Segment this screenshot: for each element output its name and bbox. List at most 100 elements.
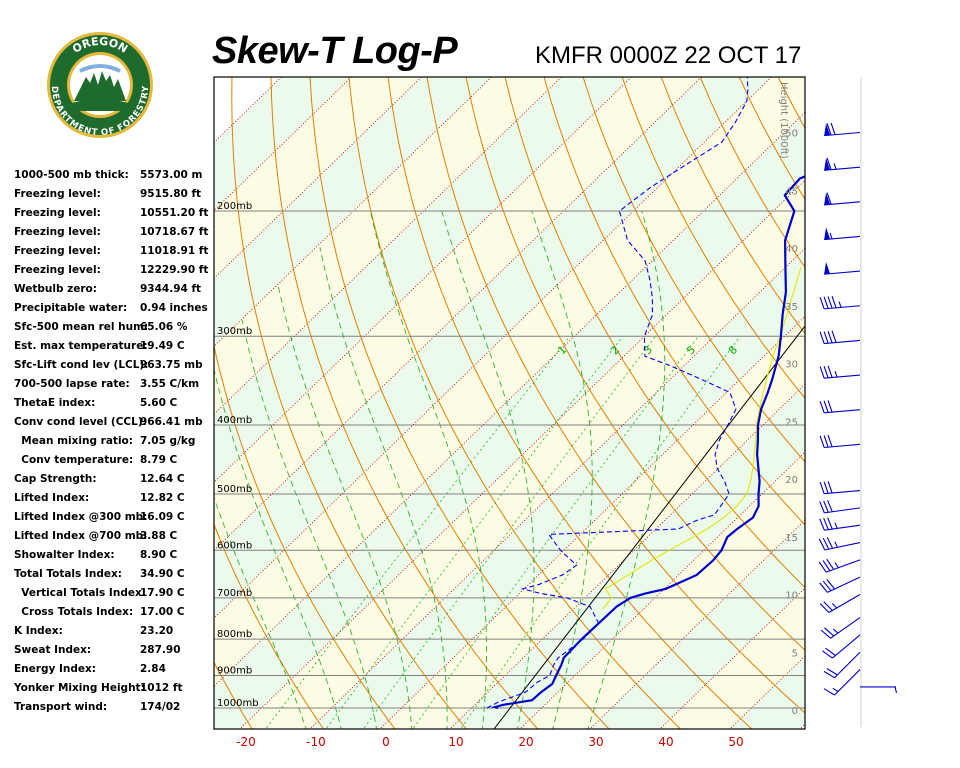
oregon-forestry-logo: OREGON DEPARTMENT OF FORESTRY [47, 32, 153, 138]
wind-barb-half-flag [834, 541, 838, 548]
wind-barb-flag [830, 122, 836, 135]
wind-barb [819, 295, 861, 310]
height-tick-label: 20 [785, 475, 798, 486]
wind-barb-half-flag [829, 232, 833, 240]
index-value: 963.75 mb [140, 359, 203, 371]
dry-adiabat [543, 77, 805, 526]
index-label: Yonker Mixing Height: [14, 682, 145, 694]
wind-barb-half-flag [834, 562, 839, 569]
wind-barb-flag [827, 434, 833, 447]
height-tick-label: 0 [792, 706, 798, 717]
index-row: Sfc-Lift cond lev (LCL): 963.75 mb [14, 357, 214, 376]
moist-adiabat [369, 210, 488, 729]
index-row: Freezing level: 11018.91 ft [14, 243, 214, 262]
index-row: Mean mixing ratio: 7.05 g/kg [14, 433, 214, 452]
x-tick-label: 20 [518, 735, 533, 749]
wind-barb-flag [819, 582, 828, 593]
wind-barb-staff [828, 594, 861, 613]
wind-barb [818, 558, 861, 573]
wind-barb-flag [819, 400, 825, 414]
x-tick-label: -20 [236, 735, 256, 749]
index-value: 12229.90 ft [140, 264, 209, 276]
x-tick-label: 50 [728, 735, 743, 749]
wind-barb-flag [818, 561, 827, 573]
plot-frame [213, 76, 806, 730]
wind-barb-staff [824, 490, 861, 495]
index-row: Wetbulb zero: 9344.94 ft [14, 281, 214, 300]
wind-barb-staff [834, 669, 861, 696]
index-row: Yonker Mixing Height: 1012 ft [14, 680, 214, 699]
wind-barb-flag [819, 481, 825, 494]
wind-barb-flag [822, 560, 831, 572]
index-value: 23.20 [140, 625, 174, 637]
index-label: Total Totals Index: [14, 568, 122, 580]
dry-adiabat [214, 523, 325, 729]
index-row: ThetaE index: 5.60 C [14, 395, 214, 414]
wind-barb-flag [826, 192, 832, 205]
wind-barb-staff [825, 559, 861, 573]
wind-barb [819, 434, 861, 449]
wind-barb-flag [823, 365, 829, 379]
wind-barb-flag [831, 330, 837, 343]
wind-barb-flag [827, 517, 833, 530]
wind-barb-half-flag [834, 522, 838, 529]
wind-barb-flag [824, 627, 835, 637]
height-tick-label: 35 [785, 302, 798, 313]
wind-barb-staff [824, 541, 861, 551]
wind-barb-pennant [824, 123, 831, 136]
moist-adiabat [441, 210, 535, 729]
index-label: Sfc-Lift cond lev (LCL): [14, 359, 149, 371]
wind-barb [819, 594, 861, 613]
wind-barb [824, 227, 861, 241]
x-tick-label: 40 [658, 735, 673, 749]
index-label: 1000-500 mb thick: [14, 169, 129, 181]
index-row: 1000-500 mb thick: 5573.00 m [14, 167, 214, 186]
index-value: 65.06 % [140, 321, 188, 333]
wind-barb-half-flag [833, 163, 837, 170]
temperature-band [309, 248, 805, 729]
wind-barb-flag [819, 603, 830, 613]
index-value: 12.64 C [140, 473, 185, 485]
index-value: 3.55 C/km [140, 378, 200, 390]
wind-barb-half-flag [838, 301, 842, 308]
index-label: K Index: [14, 625, 63, 637]
index-row: Freezing level: 12229.90 ft [14, 262, 214, 281]
wind-barb [823, 669, 861, 696]
wind-barb-flag [822, 650, 833, 659]
index-row: Freezing level: 10718.67 ft [14, 224, 214, 243]
dry-adiabat [348, 77, 682, 729]
svg-text:OREGON: OREGON [70, 35, 130, 56]
index-value: 0.94 inches [140, 302, 208, 314]
wind-barb [819, 481, 861, 495]
index-label: Vertical Totals Index: [14, 587, 146, 599]
wind-barb-flag [822, 580, 832, 592]
wind-barb-flag [819, 435, 825, 448]
index-label: Wetbulb zero: [14, 283, 97, 295]
wind-barb-pennant [824, 262, 831, 275]
index-value: 9344.94 ft [140, 283, 202, 295]
station-time-label: KMFR 0000Z 22 OCT 17 [535, 42, 802, 69]
wind-barb [819, 330, 861, 345]
wind-barb [824, 192, 861, 206]
index-label: Cap Strength: [14, 473, 97, 485]
index-label: ThetaE index: [14, 397, 96, 409]
stability-indices-panel: 1000-500 mb thick: 5573.00 m Freezing leve… [14, 167, 214, 718]
wind-barb-flag [823, 435, 829, 448]
temperature-band [214, 77, 632, 483]
index-label: Freezing level: [14, 264, 101, 276]
index-value: 7.05 g/kg [140, 435, 196, 447]
wind-barb-pennant [824, 192, 831, 205]
wind-barbs [818, 122, 898, 696]
wind-barb-flag [819, 297, 825, 310]
reference-line [493, 325, 805, 729]
index-value: 5.60 C [140, 397, 178, 409]
wind-barb [820, 617, 861, 639]
parcel-path-line [602, 267, 802, 610]
pressure-label: 800mb [217, 629, 252, 640]
moist-adiabat [587, 210, 666, 729]
index-row: Sfc-500 mean rel hum: 65.06 % [14, 319, 214, 338]
index-label: Freezing level: [14, 207, 101, 219]
wind-barb-flag [827, 365, 833, 378]
index-value: 16.09 C [140, 511, 185, 523]
